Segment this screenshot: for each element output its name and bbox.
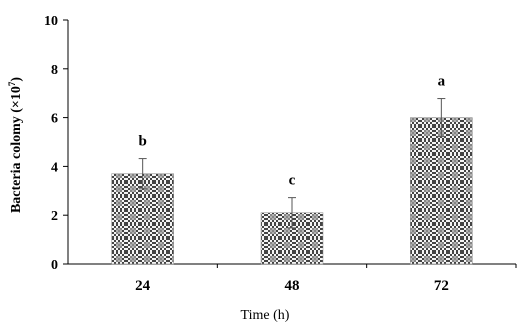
y-tick-label: 2 [51,209,58,224]
bars [111,117,473,265]
significance-label: b [138,134,146,150]
x-tick-label: 48 [285,278,300,294]
significance-labels: b c a [138,74,445,189]
y-ticks: 0 2 4 6 8 10 [44,14,68,273]
y-tick-label: 8 [51,63,58,78]
y-axis-title-close: ) [9,77,24,82]
y-tick-label: 4 [51,160,58,175]
y-tick-label: 10 [44,14,58,29]
x-tick-label: 24 [135,278,151,294]
x-ticks: 24 48 72 [135,264,517,294]
x-tick-label: 72 [434,278,449,294]
x-axis-title: Time (h) [241,308,290,323]
bar [410,117,473,265]
y-tick-label: 0 [51,258,58,273]
significance-label: c [289,173,296,189]
y-tick-label: 6 [51,112,58,127]
y-axis-title-exponent: 7 [7,81,17,86]
significance-label: a [438,74,446,90]
y-axis-title-main: Bacteria colomy (×10 [9,86,24,213]
y-axis-title: Bacteria colomy (×107) [7,77,24,213]
error-bars [138,98,446,229]
